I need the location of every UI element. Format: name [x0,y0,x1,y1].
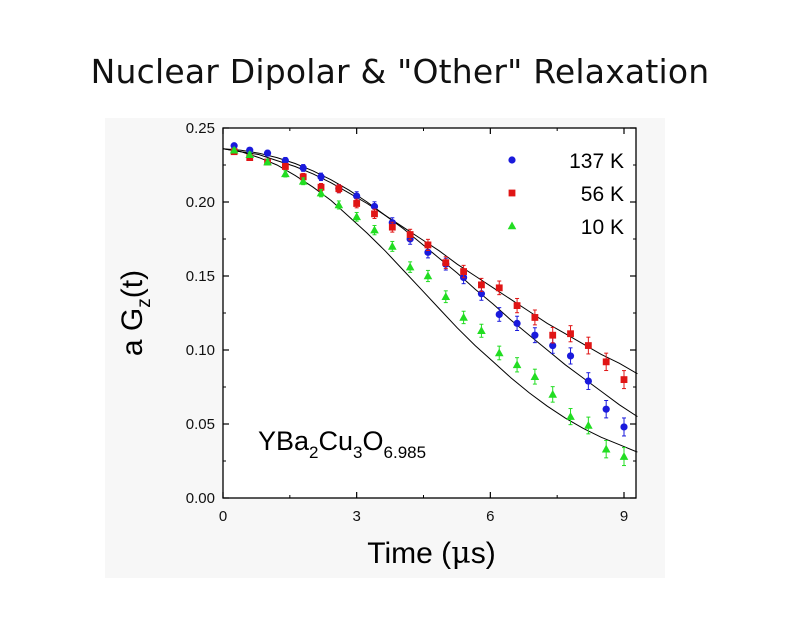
data-point [299,164,307,172]
data-point [352,212,361,221]
data-point [353,192,361,200]
y-tick-label: 0.15 [186,268,215,285]
data-point [298,176,308,185]
y-tick-label: 0.25 [186,120,215,137]
y-tick-label: 0.00 [186,490,215,507]
data-point [602,358,610,366]
y-tick-label: 0.05 [186,416,215,433]
data-point [566,352,575,360]
data-point [335,185,343,193]
data-point [334,200,344,209]
data-point [423,271,433,280]
data-point [531,331,539,339]
data-point [513,319,521,327]
legend-label: 137 K [569,150,624,173]
data-point [370,225,379,234]
data-point [353,200,361,207]
data-point [584,420,593,429]
data-point [281,156,289,165]
x-axis-label: Time (μs) [367,536,495,571]
data-point [317,173,325,181]
data-point [495,284,503,292]
data-point [495,310,503,319]
data-point [567,330,574,338]
data-point [388,223,396,231]
data-point [548,389,558,398]
data-point [263,157,272,166]
data-point [477,326,486,335]
data-point [281,169,290,178]
data-point [584,377,592,385]
data-point [601,444,611,453]
legend-marker [507,221,517,230]
data-point [549,341,557,350]
data-point [317,183,325,191]
chart-title: Nuclear Dipolar & "Other" Relaxation [90,52,710,91]
data-point [513,302,521,309]
legend-marker [508,189,516,197]
data-point [494,348,504,357]
data-point [531,314,539,321]
data-point [584,342,592,349]
data-point [530,372,540,380]
data-point [549,331,557,339]
data-point [620,376,628,383]
data-point [460,268,467,275]
data-point [620,423,628,431]
data-point [478,281,485,289]
data-point [263,149,272,157]
x-tick-label: 0 [219,508,227,525]
data-point [477,290,486,298]
x-tick-label: 9 [620,508,628,525]
legend-label: 10 K [581,216,624,239]
legend-label: 56 K [581,183,624,206]
data-point [459,312,468,321]
data-point [281,163,289,170]
data-point [406,231,414,238]
data-point [566,412,575,420]
data-point [602,405,610,413]
data-point [245,150,255,158]
legend-marker [508,156,516,164]
plot-frame [222,127,637,499]
data-point [388,241,397,250]
data-point [512,360,522,369]
y-tick-label: 0.20 [186,194,215,211]
x-tick-label: 3 [352,508,360,525]
data-point [229,145,239,154]
x-tick-label: 6 [486,508,494,525]
data-point [316,188,326,197]
data-point [424,241,432,249]
y-axis-label: a Gz(t) [116,270,155,356]
data-point [442,259,450,267]
data-point [405,262,415,271]
data-point [441,292,451,301]
compound-formula-annotation: YBa2Cu3O6.985 [258,426,426,462]
data-point [370,202,379,211]
data-point [619,452,629,460]
y-tick-label: 0.10 [186,342,215,359]
data-point [371,210,378,218]
